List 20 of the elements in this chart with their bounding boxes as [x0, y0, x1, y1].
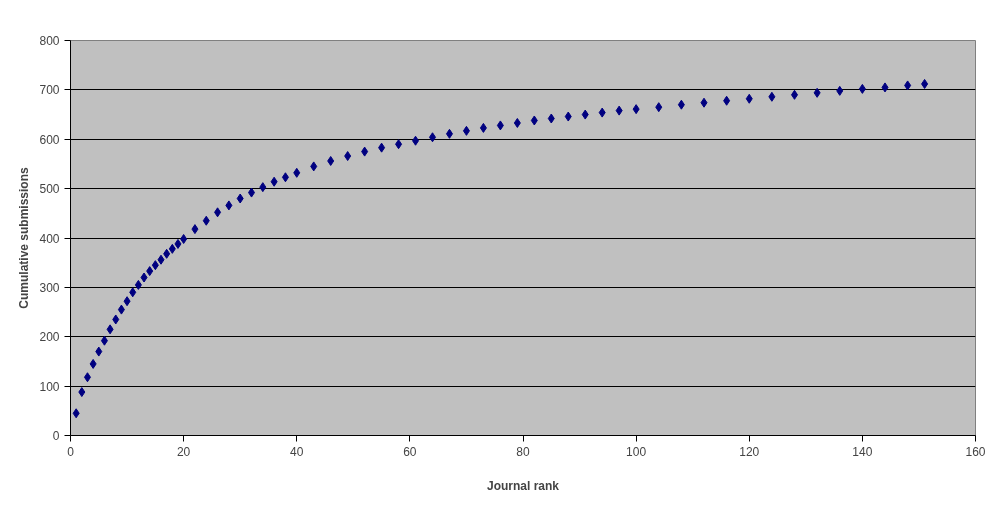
y-axis-title: Cumulative submissions: [17, 166, 32, 309]
y-tick-label: 800: [39, 34, 60, 48]
y-tick-label: 400: [39, 231, 60, 246]
x-tick-label: 0: [67, 444, 75, 459]
x-tick-label: 40: [290, 444, 304, 459]
y-tick-label: 300: [39, 280, 60, 295]
x-tick-label: 20: [176, 444, 191, 459]
y-tick-label: 200: [39, 330, 60, 345]
y-tick-label: 100: [39, 379, 60, 394]
y-tick-label: 600: [39, 132, 60, 147]
y-tick-label: 500: [39, 182, 60, 197]
x-tick-label: 140: [852, 444, 873, 459]
x-tick-label: 100: [626, 444, 647, 459]
y-tick-label: 700: [39, 83, 60, 98]
x-tick-label: 80: [516, 444, 530, 459]
x-tick-label: 120: [739, 444, 760, 459]
x-tick-label: 60: [403, 444, 417, 459]
y-tick-label: 0: [52, 429, 60, 443]
x-axis-title: Journal rank: [486, 478, 560, 493]
x-tick-label: 160: [965, 444, 986, 459]
